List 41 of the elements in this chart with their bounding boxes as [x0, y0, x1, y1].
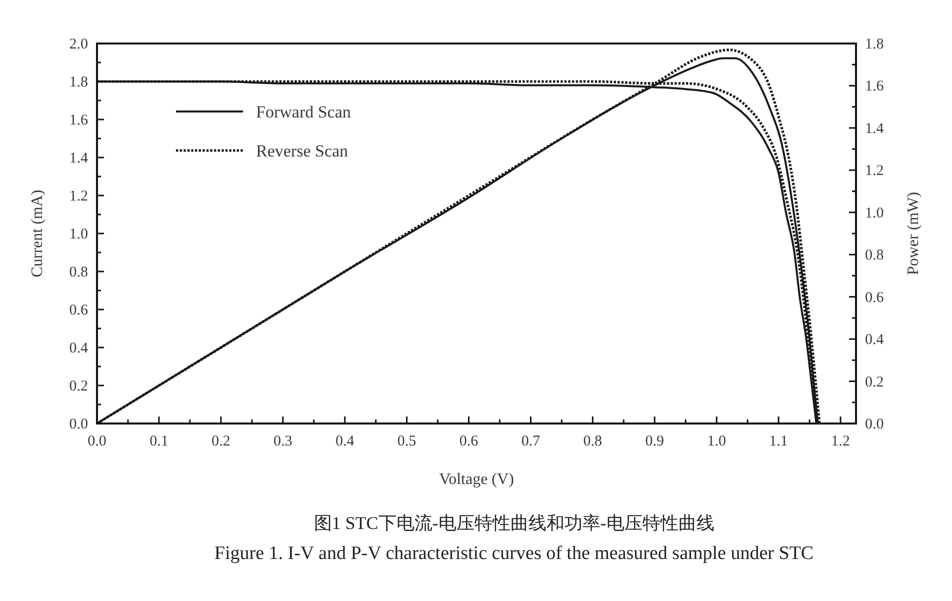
y-tick-label: 1.6 — [69, 112, 88, 128]
y2-tick-label: 0.6 — [865, 290, 884, 306]
y-tick-label: 0.4 — [69, 340, 88, 356]
x-tick-label: 0.6 — [459, 434, 479, 450]
x-tick-label: 0.9 — [645, 434, 664, 450]
y2-tick-label: 0.4 — [865, 332, 884, 348]
caption: Figure 1. I-V and P-V characteristic curves of the measured sample under STC — [214, 543, 814, 564]
x-tick-label: 0.0 — [88, 434, 106, 450]
x-tick-label: 0.3 — [274, 434, 292, 450]
y2-tick-label: 1.6 — [865, 78, 884, 95]
x-tick-label: 1.0 — [707, 434, 726, 450]
y2-tick-label: 1.0 — [865, 205, 884, 222]
y-tick-label: 2.0 — [69, 36, 88, 52]
y-tick-label: 1.2 — [69, 188, 88, 204]
y2-tick-label: 1.2 — [865, 163, 884, 180]
y-tick-label: 1.0 — [69, 226, 88, 242]
x-tick-label: 0.5 — [397, 434, 416, 450]
y2-tick-label: 0.8 — [865, 248, 884, 264]
x-tick-label: 1.2 — [831, 434, 850, 450]
x-tick-label: 0.2 — [212, 434, 230, 450]
y-tick-label: 0.8 — [69, 264, 88, 280]
y-axis-title: Current (mA) — [29, 190, 46, 278]
x-tick-label: 1.1 — [769, 434, 788, 450]
y2-tick-label: 0.2 — [865, 374, 884, 390]
y-tick-label: 0.2 — [69, 378, 88, 394]
legend-label: Forward Scan — [256, 102, 352, 122]
y2-axis-title: Power (mW) — [905, 192, 922, 276]
y2-tick-label: 1.4 — [865, 120, 884, 137]
x-axis-title: Voltage (V) — [439, 471, 514, 488]
x-tick-label: 0.8 — [583, 434, 602, 450]
legend-label: Reverse Scan — [256, 142, 349, 160]
y-tick-label: 0.6 — [69, 302, 88, 318]
y-tick-label: 1.8 — [69, 74, 88, 90]
x-tick-label: 0.7 — [521, 434, 541, 450]
caption: 图1 STC下电流-电压特性曲线和功率-电压特性曲线 — [314, 513, 714, 533]
x-tick-label: 0.1 — [150, 434, 168, 450]
y2-tick-label: 0.0 — [865, 416, 884, 432]
x-tick-label: 0.4 — [335, 434, 355, 450]
y2-tick-label: 1.8 — [865, 36, 884, 52]
y-tick-label: 0.0 — [69, 416, 88, 432]
y-tick-label: 1.4 — [69, 150, 88, 166]
